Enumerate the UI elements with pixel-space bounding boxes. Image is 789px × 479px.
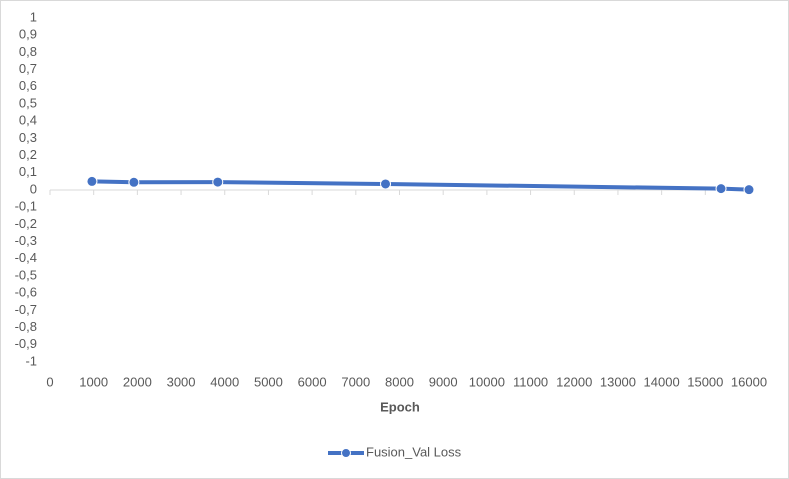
x-tick-label: 9000: [429, 374, 458, 389]
x-tick-label: 13000: [600, 374, 636, 389]
x-tick-label: 8000: [385, 374, 414, 389]
y-tick-label: 0,9: [19, 27, 37, 42]
y-tick-label: 0,4: [19, 113, 37, 128]
x-tick-label: 16000: [731, 374, 767, 389]
data-point: [128, 176, 140, 188]
x-axis-label: Epoch: [380, 399, 420, 414]
data-point: [380, 178, 392, 190]
x-tick-label: 1000: [79, 374, 108, 389]
x-tick-label: 3000: [167, 374, 196, 389]
y-tick-label: 0,1: [19, 164, 37, 179]
data-point: [743, 184, 755, 196]
x-tick-label: 5000: [254, 374, 283, 389]
y-tick-label: -0,5: [15, 267, 37, 282]
legend-label: Fusion_Val Loss: [366, 444, 462, 459]
y-tick-label: 0,7: [19, 61, 37, 76]
y-tick-label: -0,2: [15, 216, 37, 231]
x-tick-label: 0: [46, 374, 53, 389]
x-tick-label: 6000: [298, 374, 327, 389]
x-tick-label: 7000: [341, 374, 370, 389]
data-point: [212, 176, 224, 188]
x-tick-label: 15000: [687, 374, 723, 389]
x-tick-label: 11000: [513, 374, 548, 389]
y-tick-label: -0,8: [15, 319, 37, 334]
x-tick-label: 12000: [556, 374, 592, 389]
y-tick-label: 0,5: [19, 95, 37, 110]
x-tick-label: 2000: [123, 374, 152, 389]
x-tick-label: 10000: [469, 374, 505, 389]
legend-marker: [341, 448, 351, 458]
y-tick-label: -1: [25, 353, 37, 368]
y-tick-label: 0,3: [19, 130, 37, 145]
y-tick-label: -0,7: [15, 302, 37, 317]
y-tick-label: 0: [30, 181, 37, 196]
x-tick-label: 4000: [210, 374, 239, 389]
y-tick-label: -0,9: [15, 336, 37, 351]
y-tick-label: -0,3: [15, 233, 37, 248]
y-tick-label: 0,2: [19, 147, 37, 162]
y-tick-label: 0,8: [19, 44, 37, 59]
y-tick-label: 0,6: [19, 78, 37, 93]
data-point: [715, 183, 727, 195]
y-tick-label: -0,4: [15, 250, 37, 265]
y-tick-label: -0,1: [15, 199, 37, 214]
x-tick-label: 14000: [644, 374, 680, 389]
y-tick-label: 1: [30, 9, 37, 24]
data-point: [86, 175, 98, 187]
y-tick-label: -0,6: [15, 285, 37, 300]
